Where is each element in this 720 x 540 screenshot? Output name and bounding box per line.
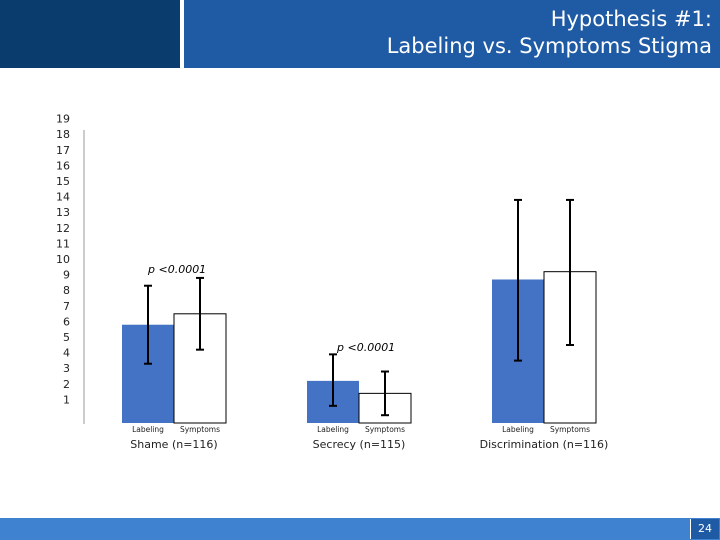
y-tick-label: 7 bbox=[63, 300, 70, 313]
y-tick-label: 9 bbox=[63, 269, 70, 282]
header-accent-block bbox=[0, 0, 180, 68]
slide-title-line-1: Hypothesis #1: bbox=[550, 7, 712, 31]
y-tick-label: 4 bbox=[63, 347, 70, 360]
group-label: Discrimination (n=116) bbox=[480, 438, 609, 451]
y-tick-label: 2 bbox=[63, 378, 70, 391]
bar-label: Labeling bbox=[132, 425, 164, 434]
y-tick-label: 1 bbox=[63, 393, 70, 406]
bar-label: Labeling bbox=[317, 425, 349, 434]
group-label: Shame (n=116) bbox=[130, 438, 217, 451]
bar-label: Labeling bbox=[502, 425, 534, 434]
header-divider bbox=[180, 0, 184, 68]
group-label: Secrecy (n=115) bbox=[313, 438, 406, 451]
y-tick-label: 16 bbox=[56, 159, 70, 172]
y-tick-label: 11 bbox=[56, 237, 70, 250]
y-tick-label: 15 bbox=[56, 175, 70, 188]
y-tick-label: 10 bbox=[56, 253, 70, 266]
y-tick-label: 8 bbox=[63, 284, 70, 297]
y-tick-label: 6 bbox=[63, 315, 70, 328]
p-value-annotation: p <0.0001 bbox=[336, 341, 395, 354]
y-tick-label: 17 bbox=[56, 144, 70, 157]
bar-label: Symptoms bbox=[180, 425, 220, 434]
y-tick-label: 13 bbox=[56, 206, 70, 219]
footer-bar bbox=[0, 518, 720, 540]
y-tick-label: 19 bbox=[56, 113, 70, 126]
y-tick-label: 12 bbox=[56, 222, 70, 235]
bar-label: Symptoms bbox=[365, 425, 405, 434]
y-tick-label: 5 bbox=[63, 331, 70, 344]
y-tick-label: 18 bbox=[56, 128, 70, 141]
slide-title-line-2: Labeling vs. Symptoms Stigma bbox=[386, 34, 712, 58]
page-number: 24 bbox=[690, 519, 719, 539]
bar-label: Symptoms bbox=[550, 425, 590, 434]
slide-title: Hypothesis #1: Labeling vs. Symptoms Sti… bbox=[387, 6, 712, 60]
p-value-annotation: p <0.0001 bbox=[147, 263, 206, 276]
y-tick-label: 14 bbox=[56, 191, 70, 204]
y-tick-label: 3 bbox=[63, 362, 70, 375]
